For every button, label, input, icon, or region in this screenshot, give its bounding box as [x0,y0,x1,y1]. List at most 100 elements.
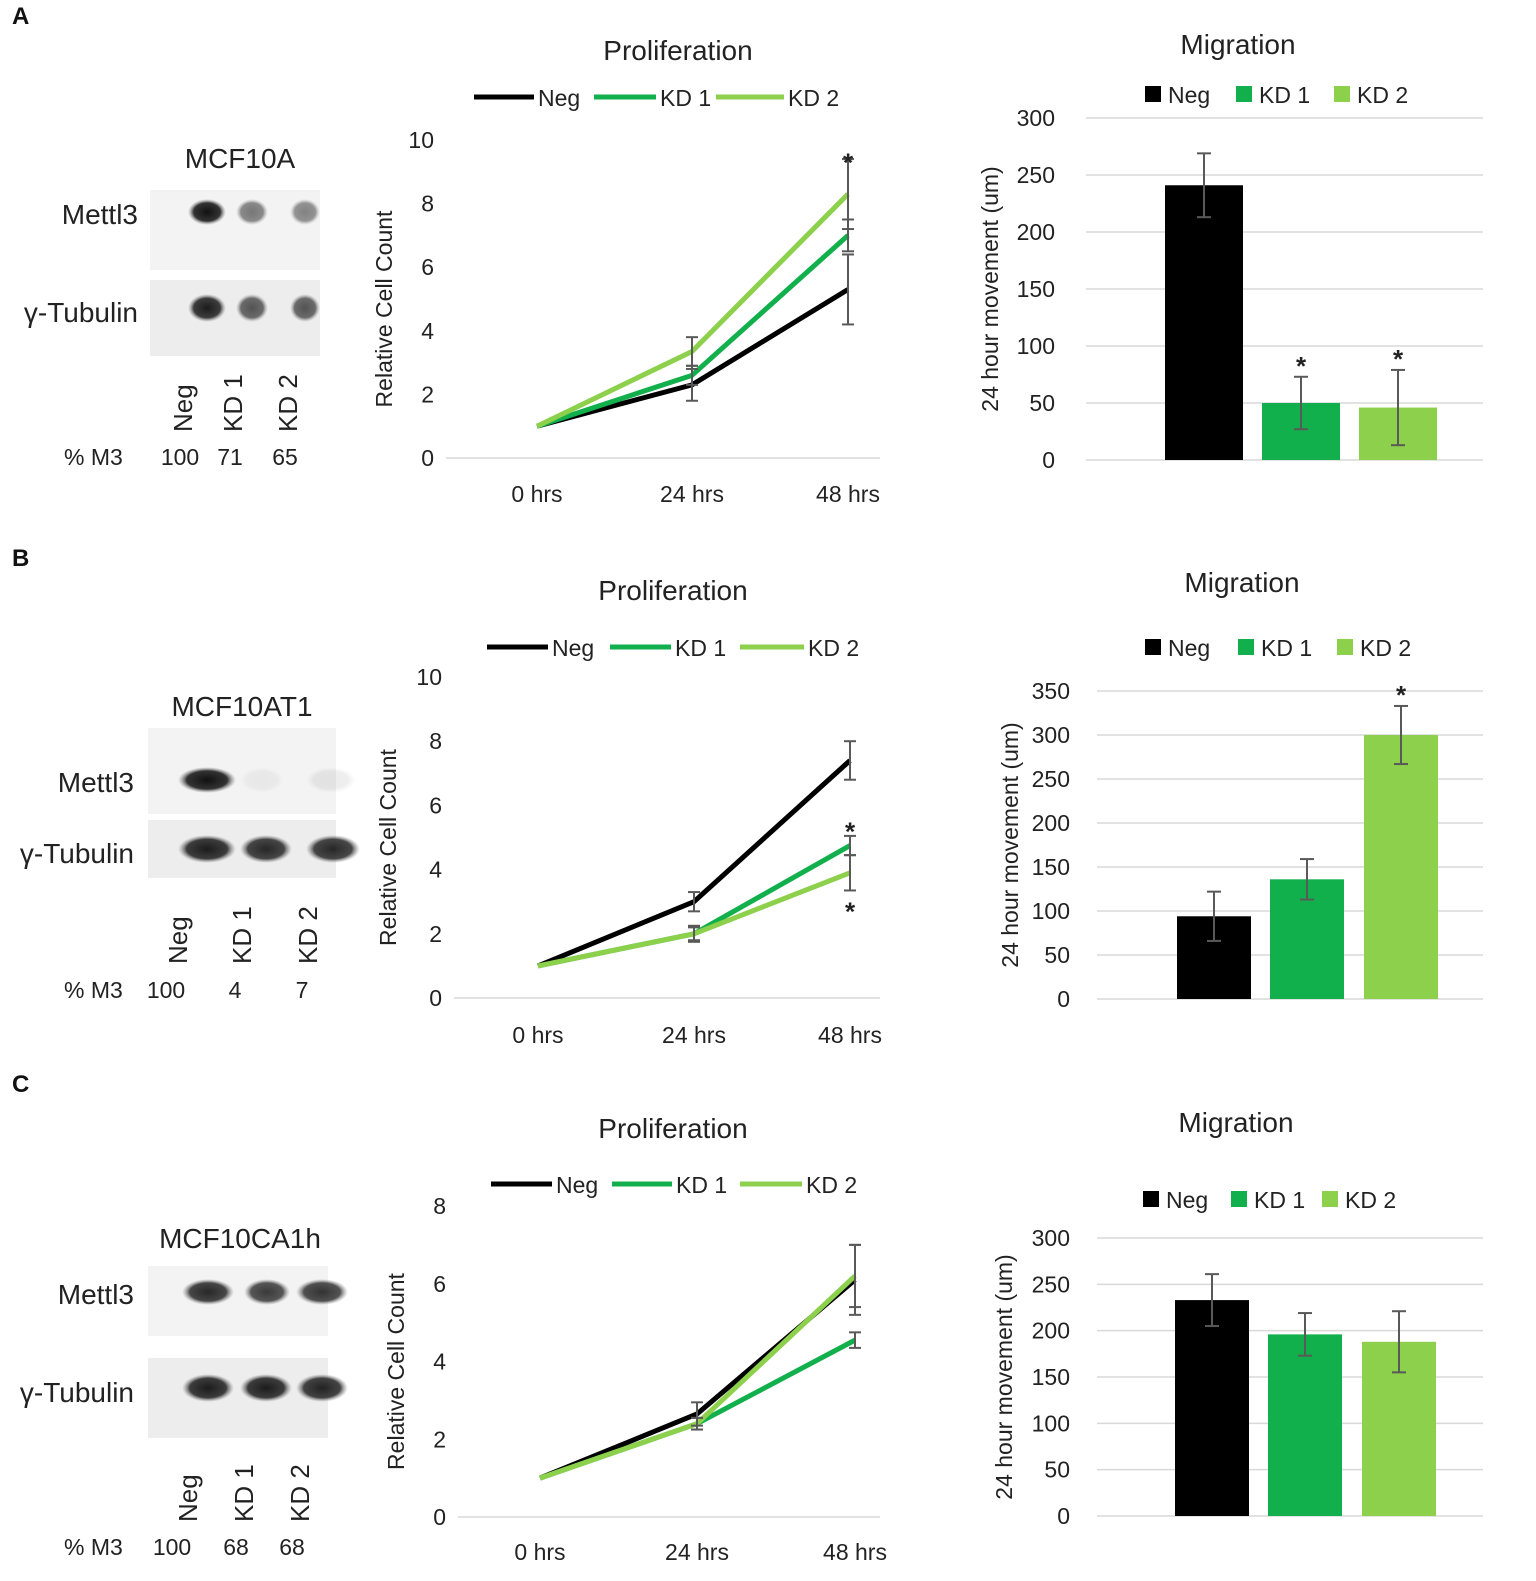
series-line-neg [539,1277,857,1481]
y-tick-label: 8 [429,728,442,754]
y-tick-label: 0 [433,1504,446,1530]
mettl3-band [236,199,268,225]
legend-swatch [1145,86,1161,102]
chart-title: Migration [1180,29,1295,60]
x-tick-label: 24 hrs [662,1022,726,1048]
significance-star: * [1396,680,1407,710]
mettl3-band [182,1279,234,1305]
blot-tubulin-membrane [150,280,320,356]
y-tick-label: 50 [1044,1457,1070,1483]
y-axis-label: 24 hour movement (um) [997,722,1023,967]
x-tick-label: 24 hrs [660,481,724,507]
mettl3-band [296,1279,348,1305]
legend-swatch [1143,1191,1159,1207]
y-tick-label: 250 [1017,162,1055,188]
legend-label: KD 2 [1357,82,1408,108]
legend-swatch [1238,639,1254,655]
y-tick-label: 2 [421,381,434,407]
lane-label: KD 2 [285,1464,315,1522]
cell-line-label: MCF10A [185,143,296,174]
row-label-mettl3: Mettl3 [62,199,138,230]
legend-swatch [1145,639,1161,655]
proliferation-chart: Proliferation Neg KD 1 KD 2 0 2 4 6 8 10 Relative … [371,35,880,507]
tubulin-band [240,835,292,863]
y-tick-label: 6 [421,254,434,280]
pct-value: 65 [272,444,298,470]
pct-value: 100 [161,444,199,470]
mettl3-band [240,767,284,793]
bar-neg [1175,1300,1249,1516]
y-tick-label: 4 [429,857,442,883]
chart-title: Proliferation [598,575,747,606]
legend-label: KD 1 [675,635,726,661]
mettl3-band [178,767,236,793]
tubulin-band [290,294,320,322]
legend-label: Neg [538,85,580,111]
y-tick-label: 200 [1032,810,1070,836]
tubulin-band [306,835,360,863]
x-tick-label: 48 hrs [816,481,880,507]
y-axis-label: Relative Cell Count [383,1272,409,1469]
proliferation-chart: Proliferation Neg KD 1 KD 2 0 2 4 6 8 10 Relative … [375,575,882,1048]
y-tick-label: 50 [1044,942,1070,968]
y-tick-label: 50 [1029,390,1055,416]
lane-label: Neg [163,916,193,964]
legend-swatch [1322,1191,1338,1207]
western-blot: MCF10CA1h Mettl3 γ-Tubulin Neg KD 1 KD 2 % M3 1… [20,1223,348,1560]
pct-label: % M3 [64,977,123,1003]
legend-label: KD 2 [788,85,839,111]
tubulin-band [240,1374,292,1402]
tubulin-band [182,1374,234,1402]
migration-chart: Migration Neg KD 1 KD 2 0 50 100 150 200 250 300 24… [977,29,1483,473]
tubulin-band [188,294,226,322]
y-tick-label: 6 [433,1271,446,1297]
legend-label: KD 2 [1345,1187,1396,1213]
pct-label: % M3 [64,1534,123,1560]
legend-label: KD 2 [1360,635,1411,661]
panel-letter: B [12,545,29,572]
western-blot: MCF10AT1 Mettl3 γ-Tubulin Neg KD 1 KD 2 % M3 10… [20,691,360,1003]
lane-label: KD 2 [273,374,303,432]
y-tick-label: 150 [1032,1364,1070,1390]
lane-label: KD 1 [227,906,257,964]
mettl3-band [306,767,356,793]
blot-mettl3-membrane [148,1266,328,1336]
row-label-mettl3: Mettl3 [58,767,134,798]
blot-tubulin-membrane [148,1358,328,1438]
row-label-tubulin: γ-Tubulin [24,297,138,328]
y-tick-label: 0 [1042,447,1055,473]
y-tick-label: 8 [421,191,434,217]
panel-letter: C [12,1071,29,1098]
legend-swatch [1231,1191,1247,1207]
mettl3-band [290,199,320,225]
tubulin-band [178,835,236,863]
y-axis-label: Relative Cell Count [371,210,397,407]
y-tick-label: 0 [421,445,434,471]
y-tick-label: 0 [429,985,442,1011]
y-tick-label: 100 [1017,333,1055,359]
y-tick-label: 250 [1032,766,1070,792]
legend-label: Neg [556,1172,598,1198]
y-tick-label: 200 [1017,219,1055,245]
x-tick-label: 48 hrs [818,1022,882,1048]
legend-label: Neg [1166,1187,1208,1213]
lane-label: Neg [168,384,198,432]
tubulin-band [296,1374,348,1402]
x-tick-label: 0 hrs [514,1539,565,1565]
y-tick-label: 10 [416,664,442,690]
chart-title: Migration [1178,1107,1293,1138]
panel-b: B MCF10AT1 Mettl3 γ-Tubulin Neg KD 1 KD 2 % M3 1… [12,545,1483,1048]
y-tick-label: 6 [429,792,442,818]
y-tick-label: 10 [408,127,434,153]
y-tick-label: 300 [1032,1225,1070,1251]
x-tick-label: 0 hrs [512,1022,563,1048]
y-tick-label: 250 [1032,1271,1070,1297]
x-tick-label: 24 hrs [665,1539,729,1565]
significance-star: * [1296,351,1307,381]
panel-c: C MCF10CA1h Mettl3 γ-Tubulin Neg KD 1 KD 2 % M3… [12,1071,1483,1565]
proliferation-chart: Proliferation Neg KD 1 KD 2 0 2 4 6 8 Relative Ce… [383,1113,887,1565]
y-tick-label: 0 [1057,1503,1070,1529]
pct-value: 100 [147,977,185,1003]
